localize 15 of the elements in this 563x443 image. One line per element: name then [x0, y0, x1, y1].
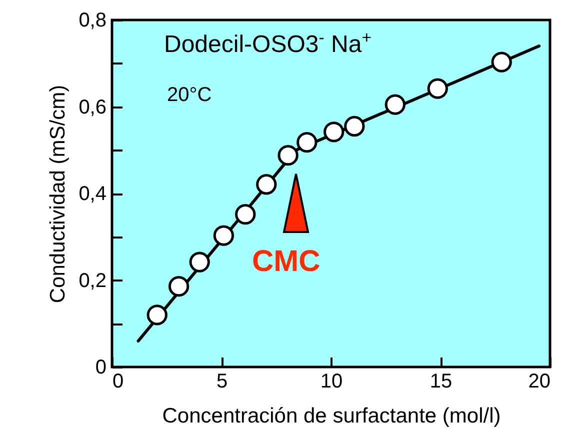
y-axis-title: Conductividad (mS/cm)	[46, 84, 70, 304]
y-tick-label: 0,8	[78, 10, 106, 32]
y-tick-label: 0,6	[78, 96, 106, 118]
x-tick-label: 10	[320, 370, 343, 392]
x-tick-label: 0	[112, 370, 124, 392]
annotation: CMC	[252, 245, 320, 279]
y-tick-label: 0	[95, 356, 106, 378]
y-tick-label: 0,2	[78, 270, 106, 292]
x-tick-label: 20	[528, 370, 550, 392]
annotation: 20°C	[167, 84, 212, 107]
y-tick-label: 0,4	[78, 183, 106, 205]
annotation: Dodecil-OSO3$^{-}$ Na$^{+}$	[164, 28, 372, 59]
x-tick-label: 5	[216, 370, 228, 392]
x-axis-title: Concentración de surfactante (mol/l)	[162, 404, 501, 428]
x-tick-label: 15	[430, 370, 452, 392]
